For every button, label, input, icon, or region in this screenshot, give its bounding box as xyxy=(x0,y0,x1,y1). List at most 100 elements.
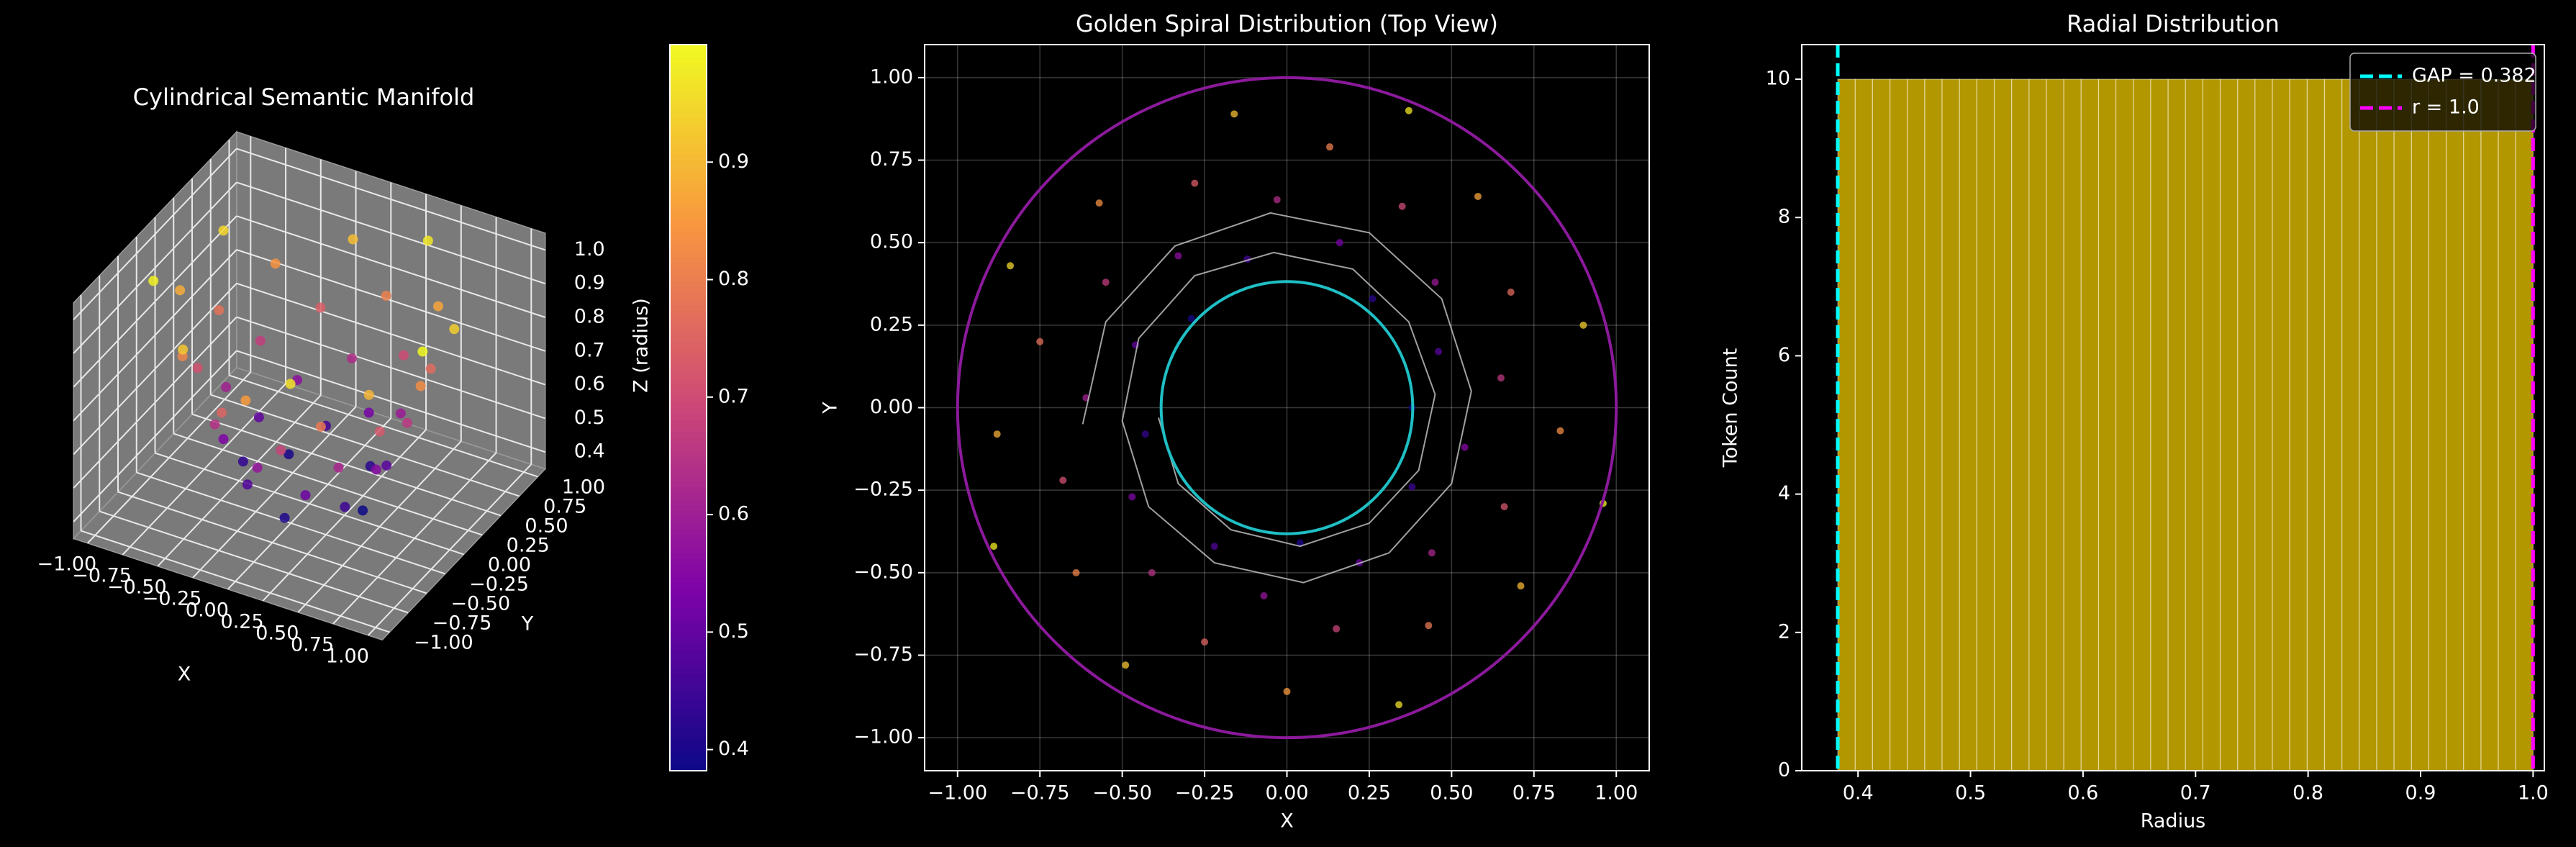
point xyxy=(1036,338,1044,345)
z-tick-label: 0.7 xyxy=(574,339,605,361)
point xyxy=(1072,569,1080,576)
colorbar-step xyxy=(670,347,707,354)
x-tick-label: −0.50 xyxy=(107,576,167,599)
bar xyxy=(1872,78,1891,771)
y-tick-label: 0.00 xyxy=(488,554,531,576)
colorbar-step xyxy=(670,432,707,439)
grid-line xyxy=(73,283,237,456)
point xyxy=(1507,288,1515,296)
grid-line xyxy=(73,350,237,522)
grid-line xyxy=(117,491,427,594)
colorbar-step xyxy=(670,535,707,542)
point xyxy=(217,407,227,418)
colorbar-step xyxy=(670,292,707,299)
colorbar-step xyxy=(670,698,707,705)
y-tick-label: 8 xyxy=(1778,206,1790,228)
colorbar-step xyxy=(670,171,707,178)
y-axis-label: Y xyxy=(820,402,842,415)
grid-line xyxy=(173,432,483,536)
bar xyxy=(1889,78,1908,771)
axes-frame xyxy=(1801,44,2545,771)
point xyxy=(284,449,294,460)
colorbar-step xyxy=(670,371,707,379)
bar xyxy=(1907,78,1926,771)
point xyxy=(1128,493,1136,501)
point xyxy=(347,353,358,364)
colorbar-step xyxy=(670,402,707,409)
colorbar-step xyxy=(670,56,707,63)
colorbar-step xyxy=(670,329,707,336)
point xyxy=(1333,625,1341,633)
colorbar-step xyxy=(670,631,707,638)
bar xyxy=(2011,78,2030,771)
x-axis-label: X xyxy=(1280,810,1294,833)
x-tick-label: 0.7 xyxy=(2180,782,2211,805)
legend-label: GAP = 0.382 xyxy=(2412,65,2536,87)
colorbar-step xyxy=(670,704,707,711)
grid-line xyxy=(229,374,538,478)
colorbar-step xyxy=(670,166,707,173)
colorbar-step xyxy=(670,734,707,741)
point xyxy=(1435,348,1443,355)
colorbar-step xyxy=(670,492,707,499)
y-tick-label: −0.75 xyxy=(432,612,492,635)
bar xyxy=(1993,78,2013,771)
colorbar-step xyxy=(670,686,707,693)
x-axis-label: X xyxy=(178,663,191,686)
point xyxy=(1283,687,1291,695)
colorbar-step xyxy=(670,81,707,88)
colorbar-step xyxy=(670,420,707,427)
point xyxy=(1296,539,1304,547)
point xyxy=(363,389,374,400)
colorbar-tick-label: 0.8 xyxy=(718,268,749,290)
grid-line xyxy=(81,530,390,633)
grid-line xyxy=(136,471,446,575)
legend-label: r = 1.0 xyxy=(2412,96,2480,119)
z-tick-label: 1.0 xyxy=(574,238,605,261)
bar xyxy=(2185,78,2204,771)
point xyxy=(218,225,229,236)
point xyxy=(221,381,232,392)
circle xyxy=(956,76,1618,740)
x-tick-label: −1.00 xyxy=(928,782,987,805)
x-tick-label: 0.75 xyxy=(1513,782,1556,805)
bar xyxy=(2289,78,2308,771)
colorbar-step xyxy=(670,607,707,614)
z-tick-label: 0.5 xyxy=(574,407,605,429)
colorbar-step xyxy=(670,359,707,366)
bar xyxy=(2341,78,2360,771)
colorbar-step xyxy=(670,45,707,52)
colorbar-step xyxy=(670,498,707,505)
bar xyxy=(2359,78,2377,771)
point xyxy=(1260,592,1268,599)
chart-title: Golden Spiral Distribution (Top View) xyxy=(1076,10,1498,37)
point xyxy=(422,235,433,246)
axes-frame xyxy=(924,44,1650,771)
colorbar-step xyxy=(670,480,707,487)
y-tick-label: 0.25 xyxy=(870,313,913,335)
bar xyxy=(2254,78,2273,771)
grid-line xyxy=(73,181,237,354)
circle xyxy=(1159,280,1415,535)
spiral-line xyxy=(1081,212,1472,584)
point xyxy=(358,505,368,516)
colorbar-step xyxy=(670,63,707,70)
bar xyxy=(2376,78,2395,771)
colorbar-step xyxy=(670,450,707,457)
colorbar-step xyxy=(670,456,707,463)
colorbar-step xyxy=(670,540,707,548)
colorbar-step xyxy=(670,201,707,209)
colorbar-step xyxy=(670,546,707,553)
colorbar-step xyxy=(670,232,707,239)
x-tick-label: 0.6 xyxy=(2067,782,2098,805)
x-tick-label: 0.50 xyxy=(255,622,299,645)
colorbar-step xyxy=(670,153,707,160)
point xyxy=(1556,427,1564,435)
colorbar-step xyxy=(670,462,707,469)
bar xyxy=(2202,78,2221,771)
y-tick-label: −0.50 xyxy=(853,561,913,583)
point xyxy=(1500,503,1508,511)
colorbar-step xyxy=(670,244,707,251)
colorbar-step xyxy=(670,486,707,493)
colorbar-step xyxy=(670,335,707,342)
